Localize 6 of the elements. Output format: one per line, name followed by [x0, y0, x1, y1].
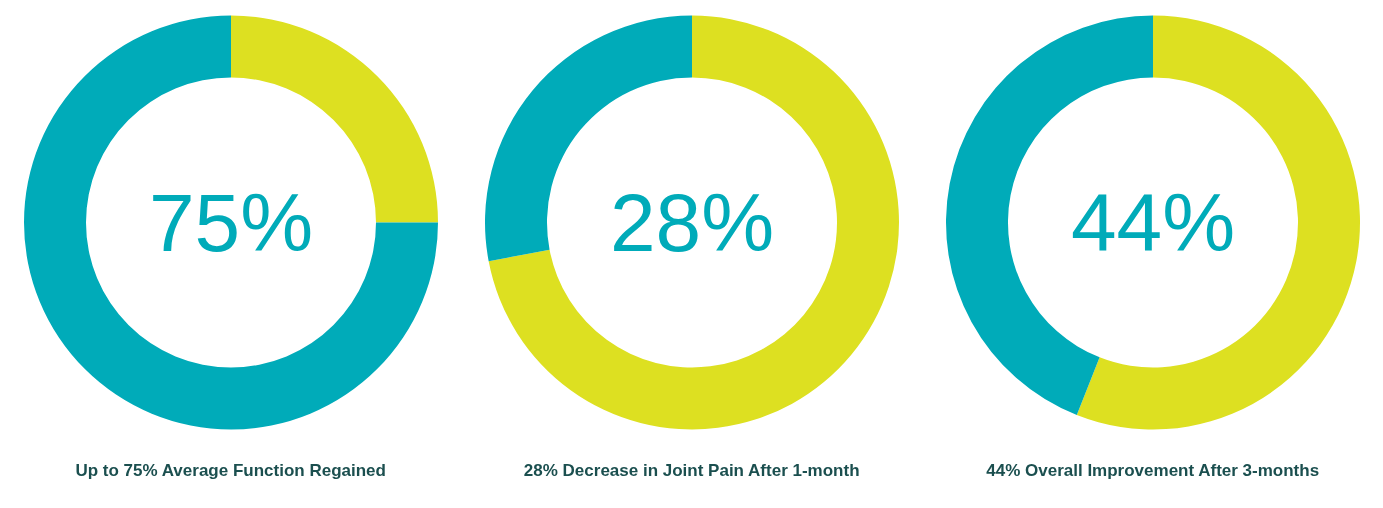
- text: 44% Overall Improvement After 3-months: [986, 461, 1320, 480]
- text: 44%: [1070, 177, 1236, 268]
- text: 75%: [148, 177, 314, 268]
- text: 28%: [609, 177, 775, 268]
- text: Up to 75% Average Function Regained: [75, 461, 386, 480]
- text: 28% Decrease in Joint Pain After 1-month: [523, 461, 860, 480]
